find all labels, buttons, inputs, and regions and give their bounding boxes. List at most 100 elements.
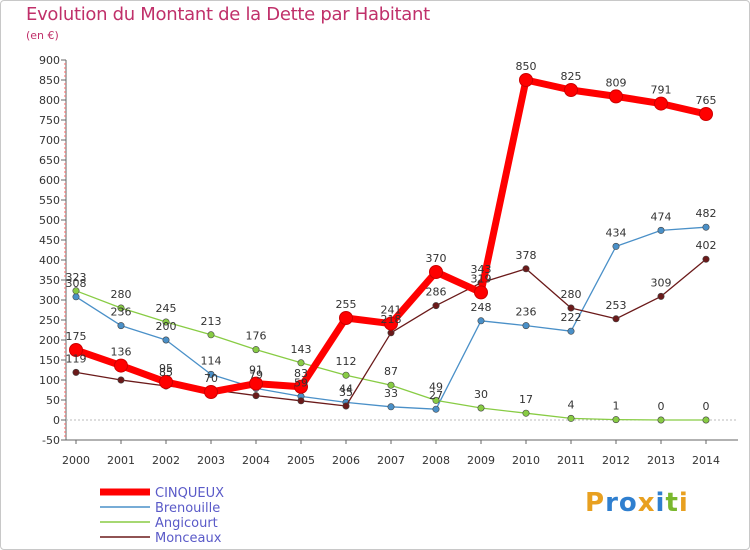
data-label-brenouille: 222	[561, 311, 582, 324]
y-tick-label: 800	[39, 94, 60, 107]
data-point-cinqueux	[564, 83, 578, 97]
y-tick-label: -50	[42, 434, 60, 447]
data-point-brenouille	[522, 322, 530, 330]
y-tick-label: 900	[39, 54, 60, 67]
data-point-monceaux	[522, 265, 530, 273]
data-point-monceaux	[567, 304, 575, 312]
legend-label-angicourt: Angicourt	[155, 516, 218, 531]
data-label-cinqueux: 175	[66, 330, 87, 343]
data-point-cinqueux	[159, 375, 173, 389]
data-point-monceaux	[252, 392, 260, 400]
data-label-angicourt: 49	[429, 380, 443, 393]
legend-label-monceaux: Monceaux	[155, 531, 222, 546]
x-tick-label: 2004	[242, 454, 270, 467]
y-tick-label: 300	[39, 294, 60, 307]
y-tick-label: 650	[39, 154, 60, 167]
x-tick-label: 2000	[62, 454, 90, 467]
data-point-brenouille	[702, 223, 710, 231]
data-point-cinqueux	[249, 376, 263, 391]
data-point-angicourt	[117, 304, 125, 312]
y-tick-label: 400	[39, 254, 60, 267]
data-point-cinqueux	[474, 285, 488, 300]
legend-label-cinqueux: CINQUEUX	[155, 486, 224, 501]
data-label-angicourt: 1	[613, 400, 620, 413]
x-tick-label: 2012	[602, 454, 630, 467]
data-label-angicourt: 176	[246, 330, 267, 343]
data-point-monceaux	[297, 397, 305, 405]
x-tick-label: 2014	[692, 454, 720, 467]
data-point-brenouille	[72, 293, 80, 301]
data-point-brenouille	[657, 226, 665, 234]
data-point-angicourt	[702, 416, 710, 424]
data-point-angicourt	[162, 318, 170, 326]
data-label-angicourt: 0	[658, 400, 665, 413]
data-label-cinqueux: 791	[651, 84, 672, 97]
data-point-brenouille	[567, 327, 575, 335]
axes: -500501001502002503003504004505005506006…	[39, 54, 738, 467]
data-label-monceaux: 218	[381, 313, 402, 326]
y-tick-label: 150	[39, 354, 60, 367]
data-label-monceaux: 280	[561, 288, 582, 301]
x-tick-label: 2013	[647, 454, 675, 467]
data-label-monceaux: 286	[426, 286, 447, 299]
data-label-cinqueux: 241	[381, 304, 402, 317]
legend-label-brenouille: Brenouille	[155, 501, 220, 516]
data-point-monceaux	[117, 376, 125, 384]
data-point-monceaux	[612, 315, 620, 323]
logo-letter: t	[665, 488, 679, 518]
y-tick-label: 600	[39, 174, 60, 187]
data-label-cinqueux: 825	[561, 70, 582, 83]
logo-letter: r	[605, 488, 619, 518]
y-tick-label: 0	[53, 414, 60, 427]
x-tick-label: 2002	[152, 454, 180, 467]
y-tick-label: 350	[39, 274, 60, 287]
data-label-monceaux: 35	[339, 386, 353, 399]
data-point-monceaux	[72, 368, 80, 376]
x-tick-label: 2008	[422, 454, 450, 467]
data-label-brenouille: 200	[156, 320, 177, 333]
x-tick-label: 2001	[107, 454, 135, 467]
data-label-brenouille: 482	[696, 207, 717, 220]
logo-letter: P	[585, 488, 606, 518]
data-label-angicourt: 112	[336, 355, 357, 368]
data-point-cinqueux	[429, 265, 443, 279]
y-tick-label: 700	[39, 134, 60, 147]
x-tick-label: 2006	[332, 454, 360, 467]
data-label-angicourt: 30	[474, 388, 488, 401]
data-point-monceaux	[657, 292, 665, 300]
data-label-brenouille: 33	[384, 387, 398, 400]
data-point-angicourt	[387, 381, 395, 389]
data-point-monceaux	[342, 402, 350, 410]
data-label-monceaux: 378	[516, 249, 537, 262]
y-tick-label: 50	[46, 394, 60, 407]
data-point-brenouille	[207, 370, 215, 378]
x-tick-label: 2005	[287, 454, 315, 467]
data-point-angicourt	[657, 416, 665, 424]
data-label-angicourt: 323	[66, 271, 87, 284]
logo-letter: o	[618, 488, 638, 518]
data-label-brenouille: 44	[339, 382, 353, 395]
data-point-angicourt	[567, 414, 575, 422]
data-point-brenouille	[162, 336, 170, 344]
data-point-angicourt	[342, 371, 350, 379]
data-label-cinqueux: 136	[111, 346, 132, 359]
data-point-brenouille	[612, 242, 620, 250]
y-tick-label: 850	[39, 74, 60, 87]
data-point-cinqueux	[294, 379, 308, 394]
data-point-angicourt	[207, 331, 215, 339]
data-label-monceaux: 402	[696, 239, 717, 252]
data-point-brenouille	[432, 405, 440, 413]
y-tick-label: 500	[39, 214, 60, 227]
logo-letter: x	[637, 488, 656, 518]
data-label-monceaux: 343	[471, 263, 492, 276]
data-label-brenouille: 236	[111, 306, 132, 319]
data-label-cinqueux: 91	[249, 364, 263, 377]
data-label-brenouille: 27	[429, 389, 443, 402]
x-tick-label: 2007	[377, 454, 405, 467]
data-point-cinqueux	[384, 316, 398, 331]
data-label-angicourt: 280	[111, 288, 132, 301]
y-tick-label: 550	[39, 194, 60, 207]
data-label-cinqueux: 319	[471, 272, 492, 285]
